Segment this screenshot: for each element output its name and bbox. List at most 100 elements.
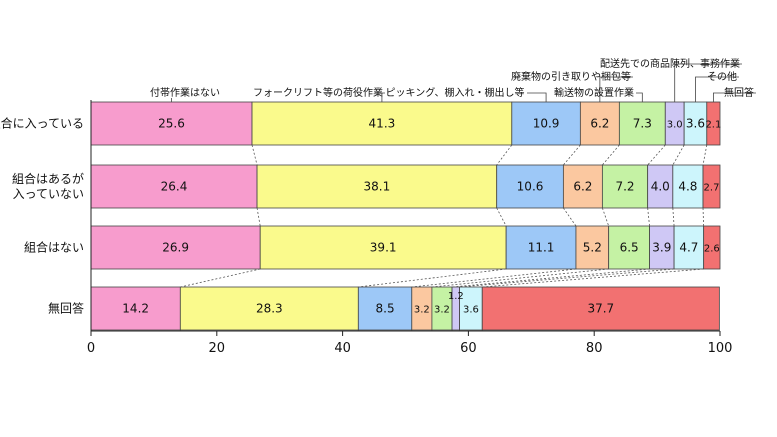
value-label: 4.7 xyxy=(679,241,698,255)
bar-segment xyxy=(618,101,666,146)
value-label: 7.2 xyxy=(615,180,634,194)
legend-layer: 付帯作業はない フォークリフト等の荷役作業 ピッキング、棚入れ・棚出し等 廃棄物の引き… xyxy=(150,57,756,102)
connector-line xyxy=(563,144,581,166)
value-label: 41.3 xyxy=(369,117,396,131)
connector-line xyxy=(411,268,577,288)
value-label: 26.9 xyxy=(162,241,189,255)
value-label: 2.1 xyxy=(705,120,721,131)
bar-segment xyxy=(703,225,721,270)
value-label: 8.5 xyxy=(376,302,395,316)
value-label: 6.5 xyxy=(620,241,639,255)
connector-line xyxy=(180,268,261,288)
value-label: 2.6 xyxy=(704,244,720,255)
value-label: 26.4 xyxy=(161,180,188,194)
value-label: 37.7 xyxy=(587,302,614,316)
leader-line xyxy=(599,76,633,102)
value-label: 39.1 xyxy=(370,241,397,255)
legend-label: 廃棄物の引き取りや梱包等 xyxy=(511,70,631,83)
connectors-layer xyxy=(180,144,708,288)
value-label: 2.7 xyxy=(704,183,720,194)
connector-line xyxy=(496,144,513,166)
value-label: 10.6 xyxy=(517,180,544,194)
value-label: 6.2 xyxy=(573,180,592,194)
leader-line xyxy=(674,63,742,102)
connector-line xyxy=(601,207,610,227)
value-label: 4.0 xyxy=(651,180,670,194)
x-tick-label: 0 xyxy=(87,341,95,356)
legend-label: 付帯作業はない xyxy=(150,86,220,99)
x-tick-label: 40 xyxy=(334,341,351,356)
connector-line xyxy=(256,207,261,227)
x-tick-label: 100 xyxy=(708,341,733,356)
bar-segment xyxy=(256,164,498,209)
value-label: 1.2 xyxy=(448,291,464,302)
bar-segment xyxy=(649,225,675,270)
value-label: 28.3 xyxy=(256,302,283,316)
value-label: 3.6 xyxy=(686,117,705,131)
connector-line xyxy=(431,268,609,288)
leader-line xyxy=(381,92,385,102)
connector-line xyxy=(482,268,704,288)
bar-segment xyxy=(608,225,650,270)
bar-segment xyxy=(179,286,359,331)
bar-segment xyxy=(251,101,513,146)
value-label: 38.1 xyxy=(364,180,391,194)
legend-label: 配送先での商品陳列、事務作業 xyxy=(600,57,740,70)
legend-label: ピッキング、棚入れ・棚出し等 xyxy=(386,86,525,99)
x-axis: 0 20 40 60 80 100 xyxy=(87,100,733,356)
legend-label: 無回答 xyxy=(724,86,754,99)
leader-line xyxy=(695,76,739,102)
value-label: 6.2 xyxy=(590,117,609,131)
category-label: 組合はない xyxy=(24,240,84,255)
bar-segment xyxy=(496,164,564,209)
connector-line xyxy=(452,268,650,288)
labels-layer: 組合に入っている25.641.310.96.27.33.03.62.1組合はある… xyxy=(0,116,721,316)
bar-segment xyxy=(90,225,261,270)
bar-segment xyxy=(647,164,674,209)
bar-segment xyxy=(90,101,253,146)
category-label: 無回答 xyxy=(48,301,84,316)
leader-line xyxy=(712,92,756,102)
connector-line xyxy=(702,207,705,227)
bar-segment xyxy=(575,225,610,270)
connector-line xyxy=(647,207,650,227)
bar-segment xyxy=(702,164,721,209)
connector-line xyxy=(496,207,507,227)
legend-label: フォークリフト等の荷役作業 xyxy=(253,86,383,99)
value-label: 3.2 xyxy=(414,305,430,316)
value-label: 5.2 xyxy=(583,241,602,255)
connector-line xyxy=(358,268,507,288)
bars-layer xyxy=(90,101,721,331)
value-label: 7.3 xyxy=(633,117,652,131)
connector-line xyxy=(251,144,258,166)
bar-segment xyxy=(562,164,603,209)
category-label: 組合に入っている xyxy=(0,116,84,131)
x-tick-label: 60 xyxy=(460,341,477,356)
leader-line xyxy=(527,92,547,102)
bar-segment xyxy=(259,225,507,270)
connector-line xyxy=(672,144,685,166)
bar-segment xyxy=(90,164,258,209)
value-label: 3.0 xyxy=(667,120,683,131)
connector-line xyxy=(602,144,620,166)
value-label: 10.9 xyxy=(533,117,560,131)
connector-line xyxy=(647,144,666,166)
legend-label: その他 xyxy=(707,70,737,83)
connector-line xyxy=(672,207,675,227)
bar-segment xyxy=(505,225,577,270)
x-tick-label: 80 xyxy=(586,341,603,356)
legend-label: 輸送物の設置作業 xyxy=(554,86,634,99)
bar-segment xyxy=(601,164,649,209)
connector-line xyxy=(563,207,577,227)
value-label: 14.2 xyxy=(122,302,149,316)
bar-segment xyxy=(481,286,720,331)
value-label: 4.8 xyxy=(678,180,697,194)
value-label: 3.9 xyxy=(652,241,671,255)
x-tick-label: 20 xyxy=(209,341,226,356)
leader-line xyxy=(636,92,643,102)
value-label: 3.6 xyxy=(463,305,479,316)
value-label: 25.6 xyxy=(158,117,185,131)
category-label: 組合はあるが入っていない xyxy=(12,171,84,201)
value-label: 3.2 xyxy=(434,305,450,316)
